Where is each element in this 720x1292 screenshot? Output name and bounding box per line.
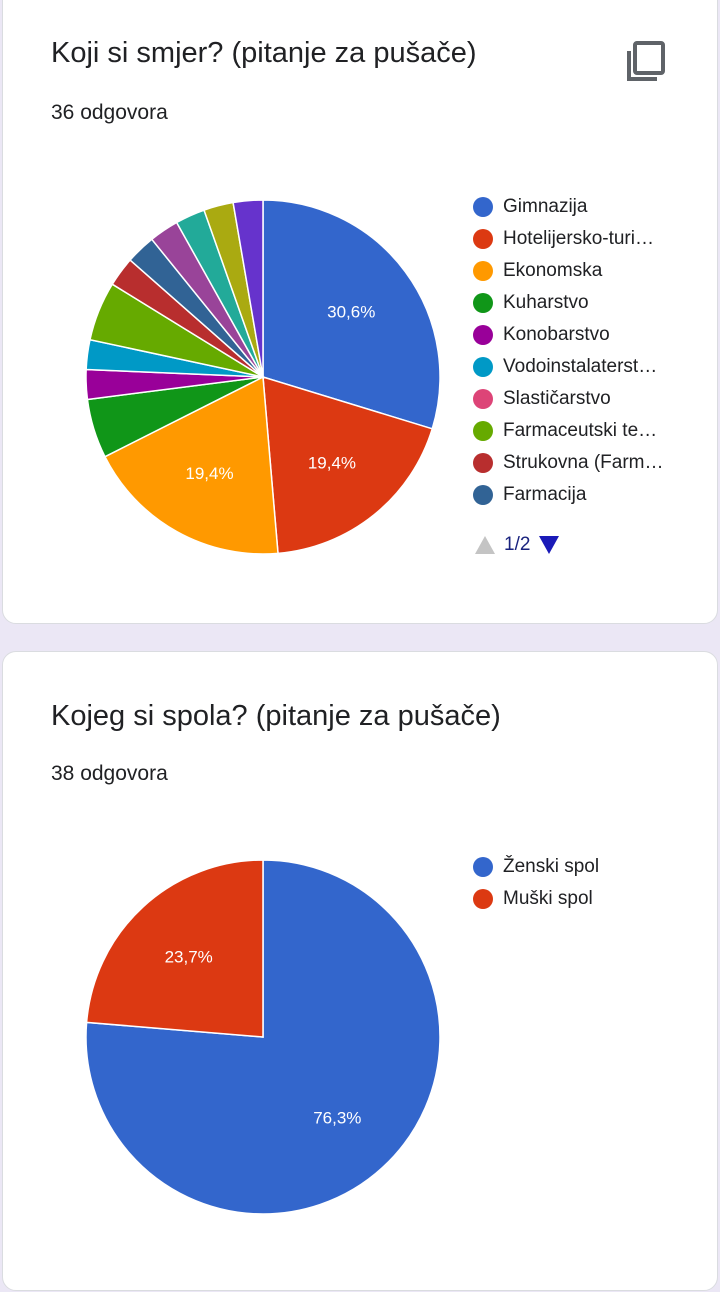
legend-label: Kuharstvo: [503, 292, 589, 313]
copy-icon[interactable]: [623, 39, 667, 83]
pie-slice: [85, 859, 264, 1038]
legend-label: Vodoinstalaterst…: [503, 356, 658, 377]
legend-swatch: [473, 357, 493, 377]
response-count: 36 odgovora: [51, 101, 168, 124]
legend-label: Konobarstvo: [503, 324, 610, 345]
pie-chart-spol: 76,3% 23,7%: [85, 859, 441, 1215]
slice-data-label: 19,4%: [185, 464, 233, 483]
legend-item: Konobarstvo: [473, 319, 663, 351]
legend-smjer: Gimnazija Hotelijersko-turi… Ekonomska Kuha…: [473, 191, 663, 511]
legend-swatch: [473, 261, 493, 281]
legend-swatch: [473, 389, 493, 409]
pie-slice: [103, 375, 279, 555]
legend-label: Muški spol: [503, 888, 593, 909]
legend-spol: Ženski spol Muški spol: [473, 851, 599, 915]
legend-item: Muški spol: [473, 883, 599, 915]
legend-pager: 1/2: [475, 534, 560, 556]
legend-label: Ekonomska: [503, 260, 603, 281]
legend-label: Strukovna (Farm…: [503, 452, 664, 473]
legend-item: Ženski spol: [473, 851, 599, 883]
legend-item: Ekonomska: [473, 255, 663, 287]
legend-label: Ženski spol: [503, 856, 600, 877]
slice-data-label: 30,6%: [327, 303, 375, 322]
legend-item: Gimnazija: [473, 191, 663, 223]
question-title: Kojeg si spola? (pitanje za pušače): [51, 700, 501, 732]
legend-label: Slastičarstvo: [503, 388, 611, 409]
legend-item: Farmaceutski te…: [473, 415, 663, 447]
legend-item: Farmacija: [473, 479, 663, 511]
question-card-spol: Kojeg si spola? (pitanje za pušače) 38 o…: [2, 651, 718, 1291]
legend-swatch: [473, 453, 493, 473]
slice-data-label: 19,4%: [308, 453, 356, 472]
page-down-icon[interactable]: [539, 536, 560, 554]
legend-label: Farmaceutski te…: [503, 420, 658, 441]
legend-swatch: [473, 325, 493, 345]
legend-swatch: [473, 857, 493, 877]
legend-swatch: [473, 889, 493, 909]
pie-slice: [262, 375, 434, 555]
slice-data-label: 23,7%: [165, 947, 213, 966]
legend-item: Kuharstvo: [473, 287, 663, 319]
question-title: Koji si smjer? (pitanje za pušače): [51, 37, 477, 69]
pie-slice: [232, 199, 264, 378]
pie-slice: [262, 199, 441, 430]
legend-item: Strukovna (Farm…: [473, 447, 663, 479]
legend-label: Farmacija: [503, 484, 587, 505]
legend-swatch: [473, 421, 493, 441]
legend-label: Hotelijersko-turi…: [503, 228, 654, 249]
legend-swatch: [473, 485, 493, 505]
pie-chart-smjer: 30,6% 19,4% 19,4%: [85, 199, 441, 555]
question-card-smjer: Koji si smjer? (pitanje za pušače) 36 od…: [2, 0, 718, 624]
legend-swatch: [473, 293, 493, 313]
page-up-icon: [475, 536, 495, 554]
legend-swatch: [473, 229, 493, 249]
legend-item: Hotelijersko-turi…: [473, 223, 663, 255]
legend-item: Vodoinstalaterst…: [473, 351, 663, 383]
pager-label: 1/2: [504, 534, 531, 555]
legend-label: Gimnazija: [503, 196, 588, 217]
response-count: 38 odgovora: [51, 762, 168, 785]
slice-data-label: 76,3%: [313, 1109, 361, 1128]
legend-item: Slastičarstvo: [473, 383, 663, 415]
legend-swatch: [473, 197, 493, 217]
